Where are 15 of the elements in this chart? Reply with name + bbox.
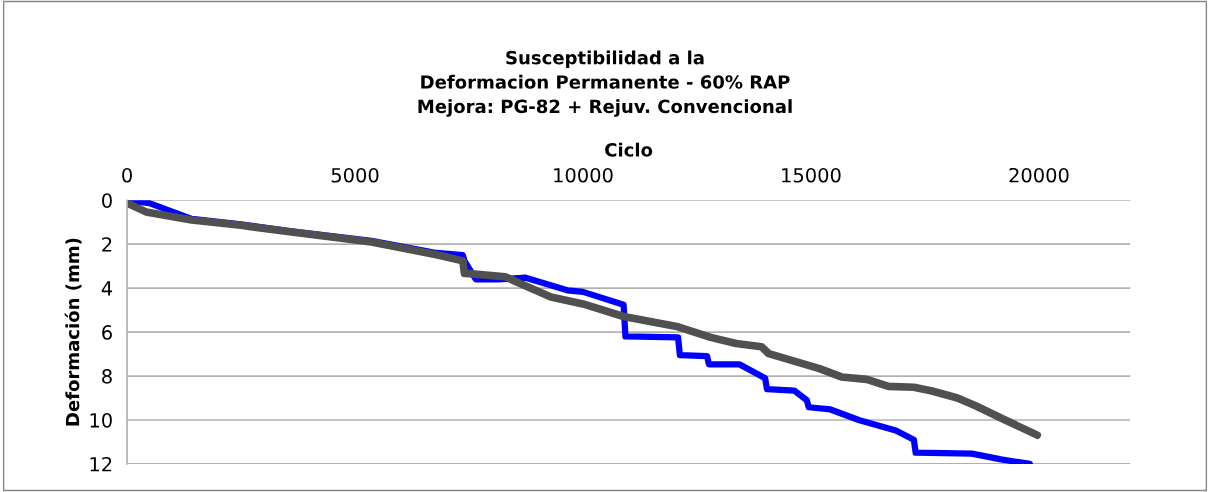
y-tick-label: 12 bbox=[90, 456, 112, 472]
x-tick-label: 5000 bbox=[331, 167, 379, 183]
x-axis-title: Ciclo bbox=[605, 142, 653, 157]
x-tick-label: 15000 bbox=[782, 167, 841, 183]
y-tick-label: 2 bbox=[102, 237, 112, 252]
y-tick-label: 6 bbox=[102, 325, 112, 340]
y-tick-label: 0 bbox=[102, 193, 112, 208]
x-tick-label: 20000 bbox=[1009, 167, 1069, 183]
y-tick-label: 4 bbox=[101, 281, 113, 296]
x-tick-label: 10000 bbox=[554, 167, 613, 183]
y-axis-title: Deformación (mm) bbox=[64, 238, 82, 426]
y-tick-label: 10 bbox=[90, 412, 112, 428]
x-tick-label: 0 bbox=[122, 167, 132, 183]
chart-title: Susceptibilidad a la Deformacion Permanente - 60% RAP Mejora: PG-82 + Rejuv. Convencional bbox=[418, 50, 792, 117]
y-tick-label: 8 bbox=[102, 369, 112, 384]
